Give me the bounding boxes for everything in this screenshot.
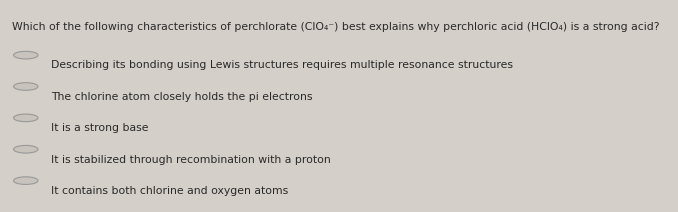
Text: Which of the following characteristics of perchlorate (ClO₄⁻) best explains why : Which of the following characteristics o… (12, 22, 660, 32)
Circle shape (14, 83, 38, 90)
Circle shape (14, 51, 38, 59)
Circle shape (14, 114, 38, 122)
Circle shape (14, 145, 38, 153)
Text: It is stabilized through recombination with a proton: It is stabilized through recombination w… (51, 155, 331, 165)
Text: Describing its bonding using Lewis structures requires multiple resonance struct: Describing its bonding using Lewis struc… (51, 60, 513, 70)
Text: It is a strong base: It is a strong base (51, 123, 148, 133)
Text: It contains both chlorine and oxygen atoms: It contains both chlorine and oxygen ato… (51, 186, 288, 196)
Circle shape (14, 177, 38, 184)
Text: The chlorine atom closely holds the pi electrons: The chlorine atom closely holds the pi e… (51, 92, 313, 102)
